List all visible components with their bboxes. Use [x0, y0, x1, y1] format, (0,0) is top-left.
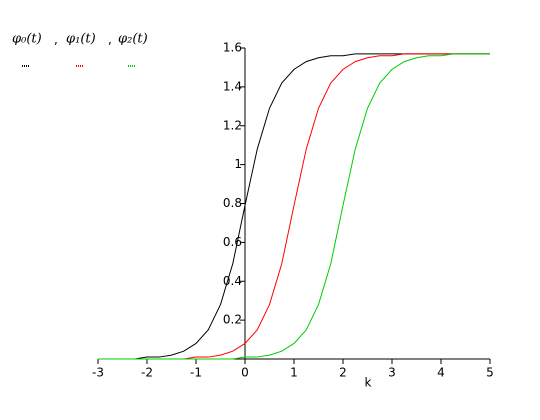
legend-label: φ₂(t) — [118, 32, 148, 47]
series-line — [98, 53, 490, 360]
y-tick-label: 1 — [234, 157, 242, 171]
legend-label: φ₁(t) — [66, 32, 96, 47]
y-tick-label: 1.4 — [223, 79, 242, 93]
legend-separator: , — [54, 33, 58, 47]
x-tick-label: 3 — [388, 366, 396, 380]
x-tick-label: -2 — [141, 366, 153, 380]
y-tick-label: 0.4 — [223, 274, 242, 288]
x-tick-label: -3 — [92, 366, 104, 380]
x-tick-label: 2 — [339, 366, 347, 380]
y-tick-label: 1.6 — [223, 41, 242, 55]
x-tick-label: 4 — [437, 366, 445, 380]
x-tick-label: 1 — [290, 366, 298, 380]
y-tick-label: 1.2 — [223, 118, 242, 132]
y-tick-label: 0.6 — [223, 235, 242, 249]
x-axis-label: k — [365, 376, 372, 390]
legend-separator: , — [108, 33, 112, 47]
y-tick-label: 0.2 — [223, 313, 242, 327]
y-tick-label: 0.8 — [223, 196, 242, 210]
series-line — [98, 53, 490, 360]
x-tick-label: 0 — [241, 366, 249, 380]
x-tick-label: 5 — [486, 366, 494, 380]
x-tick-label: -1 — [190, 366, 202, 380]
legend-label: φ₀(t) — [12, 32, 42, 47]
